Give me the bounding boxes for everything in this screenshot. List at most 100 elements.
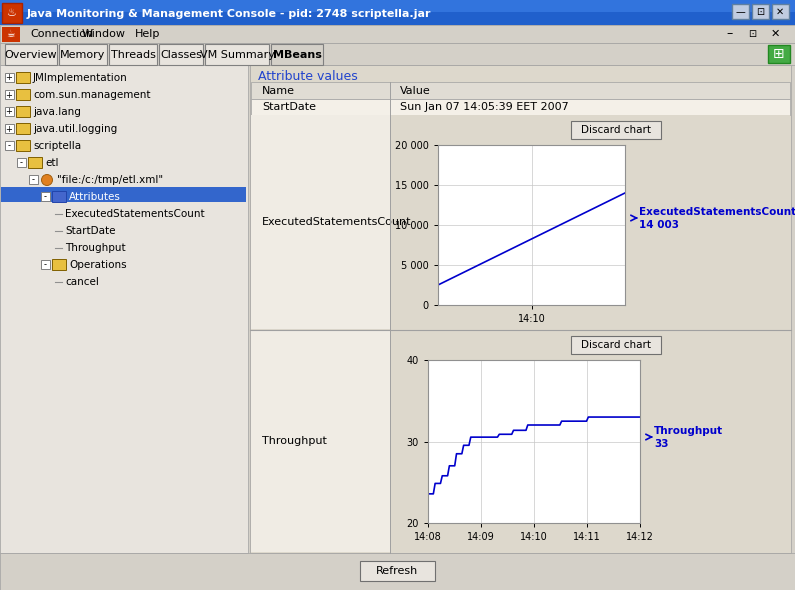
Text: -: - bbox=[44, 261, 46, 270]
Text: Java Monitoring & Management Console - pid: 2748 scriptella.jar: Java Monitoring & Management Console - p… bbox=[27, 9, 432, 19]
Bar bbox=[390, 330, 790, 552]
Bar bbox=[0, 0, 795, 12]
Text: com.sun.management: com.sun.management bbox=[33, 90, 150, 100]
Bar bbox=[16, 72, 30, 83]
Text: Operations: Operations bbox=[69, 260, 126, 270]
Text: Discard chart: Discard chart bbox=[581, 340, 651, 350]
Bar bbox=[28, 157, 42, 168]
Bar bbox=[732, 4, 749, 19]
Bar bbox=[109, 44, 157, 65]
Text: Throughput: Throughput bbox=[262, 436, 327, 446]
Text: ⊡: ⊡ bbox=[748, 29, 756, 39]
Text: ⊡: ⊡ bbox=[756, 7, 764, 17]
Bar bbox=[205, 44, 269, 65]
Bar bbox=[5, 44, 57, 65]
Text: Attributes: Attributes bbox=[69, 192, 121, 202]
Text: Refresh: Refresh bbox=[376, 566, 418, 576]
Text: Overview: Overview bbox=[5, 50, 57, 60]
Text: ⊞: ⊞ bbox=[774, 47, 785, 61]
Text: java.lang: java.lang bbox=[33, 107, 81, 117]
Text: ✕: ✕ bbox=[770, 29, 780, 39]
Text: +: + bbox=[6, 107, 13, 116]
Text: etl: etl bbox=[45, 158, 59, 168]
Bar bbox=[52, 191, 66, 202]
Bar bbox=[52, 259, 66, 270]
Text: +: + bbox=[6, 124, 13, 133]
Bar bbox=[0, 43, 795, 65]
Bar bbox=[251, 330, 390, 552]
Text: –: – bbox=[727, 28, 733, 41]
Bar bbox=[250, 65, 791, 553]
Bar bbox=[271, 44, 323, 65]
Bar bbox=[0, 0, 795, 25]
Text: StartDate: StartDate bbox=[262, 102, 316, 112]
Text: VM Summary: VM Summary bbox=[200, 50, 274, 60]
Text: ExecutedStatementsCount: ExecutedStatementsCount bbox=[65, 209, 204, 219]
Text: Threads: Threads bbox=[111, 50, 156, 60]
Text: +: + bbox=[6, 90, 13, 100]
Bar bbox=[29, 175, 38, 184]
Text: java.util.logging: java.util.logging bbox=[33, 124, 117, 134]
Text: ✕: ✕ bbox=[776, 7, 784, 17]
Bar bbox=[752, 4, 769, 19]
Text: ☕: ☕ bbox=[6, 29, 15, 39]
Circle shape bbox=[41, 175, 52, 185]
Bar bbox=[16, 106, 30, 117]
Text: Memory: Memory bbox=[60, 50, 106, 60]
Bar bbox=[59, 44, 107, 65]
Text: ExecutedStatementsCount: ExecutedStatementsCount bbox=[262, 217, 412, 227]
Text: StartDate: StartDate bbox=[65, 226, 115, 236]
Text: "file:/c:/tmp/etl.xml": "file:/c:/tmp/etl.xml" bbox=[57, 175, 163, 185]
Bar bbox=[2, 3, 22, 23]
Text: cancel: cancel bbox=[65, 277, 99, 287]
Text: Value: Value bbox=[400, 86, 431, 96]
Bar bbox=[16, 89, 30, 100]
Bar bbox=[768, 45, 790, 63]
Text: Help: Help bbox=[135, 29, 161, 39]
Bar bbox=[251, 82, 790, 99]
Bar bbox=[16, 123, 30, 134]
Text: -: - bbox=[44, 192, 46, 202]
Text: ♨: ♨ bbox=[7, 8, 17, 18]
Bar bbox=[5, 124, 14, 133]
Bar bbox=[1, 187, 246, 202]
Text: -: - bbox=[20, 159, 22, 168]
Bar bbox=[772, 4, 789, 19]
Bar bbox=[41, 192, 50, 201]
Bar bbox=[159, 44, 203, 65]
Text: -: - bbox=[7, 142, 10, 150]
Bar bbox=[360, 561, 435, 581]
Bar bbox=[251, 99, 790, 115]
Bar bbox=[251, 115, 390, 329]
Text: Sun Jan 07 14:05:39 EET 2007: Sun Jan 07 14:05:39 EET 2007 bbox=[400, 102, 568, 112]
Bar bbox=[2, 27, 20, 42]
Text: Name: Name bbox=[262, 86, 295, 96]
Text: Throughput: Throughput bbox=[654, 426, 723, 436]
Text: 14 003: 14 003 bbox=[639, 220, 679, 230]
Text: Classes: Classes bbox=[160, 50, 202, 60]
Bar bbox=[5, 73, 14, 82]
Bar bbox=[0, 65, 248, 553]
Bar bbox=[5, 141, 14, 150]
Bar bbox=[0, 553, 795, 590]
Bar bbox=[390, 115, 790, 329]
Text: -: - bbox=[32, 175, 34, 185]
Text: Window: Window bbox=[82, 29, 126, 39]
Bar bbox=[5, 107, 14, 116]
Text: scriptella: scriptella bbox=[33, 141, 81, 151]
Text: +: + bbox=[6, 74, 13, 83]
Text: Connection: Connection bbox=[30, 29, 93, 39]
Bar bbox=[571, 336, 661, 354]
Bar bbox=[5, 90, 14, 99]
Text: 33: 33 bbox=[654, 439, 669, 449]
Text: MBeans: MBeans bbox=[273, 50, 321, 60]
Bar bbox=[16, 140, 30, 151]
Bar bbox=[0, 25, 795, 43]
Text: Discard chart: Discard chart bbox=[581, 125, 651, 135]
Bar bbox=[17, 158, 26, 167]
Text: JMImplementation: JMImplementation bbox=[33, 73, 128, 83]
Text: —: — bbox=[735, 7, 745, 17]
Text: Throughput: Throughput bbox=[65, 243, 126, 253]
Text: Attribute values: Attribute values bbox=[258, 70, 358, 84]
Text: ExecutedStatementsCount: ExecutedStatementsCount bbox=[639, 207, 795, 217]
